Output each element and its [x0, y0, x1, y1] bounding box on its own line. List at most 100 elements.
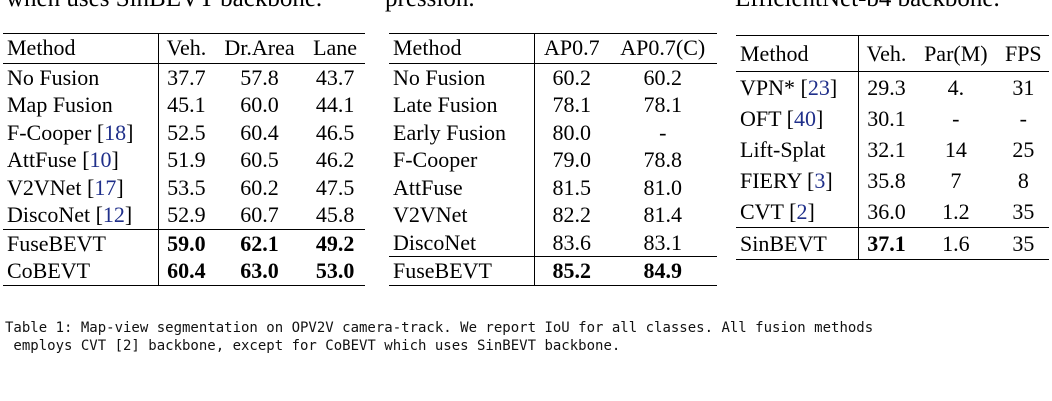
value-cell: 46.2: [315, 147, 355, 172]
value-cell: 60.4: [158, 257, 214, 286]
method-cell: V2VNet [17]: [3, 173, 159, 201]
value-cell: 60.7: [240, 202, 279, 227]
value-cell: 43.7: [315, 64, 355, 90]
value-cell: 60.4: [240, 119, 279, 145]
table-row: V2VNet 82.2 81.4: [389, 201, 717, 229]
value-cell: 8: [1017, 168, 1029, 193]
table-row: No Fusion 37.7 57.8 43.7: [3, 63, 365, 91]
method-name: Early Fusion: [393, 119, 507, 145]
method-name: No Fusion: [7, 64, 100, 90]
table-row: FuseBEVT 59.0 62.1 49.2: [3, 228, 365, 257]
top-caption-right: EfficientNet-b4 backbone.: [735, 0, 1000, 13]
value-cell: -: [952, 106, 960, 131]
method-cell: No Fusion: [3, 63, 159, 91]
table-row: Late Fusion 78.1 78.1: [389, 91, 717, 119]
table-row: DiscoNet 83.6 83.1: [389, 228, 717, 257]
method-name: V2VNet: [393, 202, 468, 227]
value-cell: 31: [1012, 75, 1035, 100]
table-2: Method AP0.7 AP0.7(C) No Fusion 60.2 60.2 L…: [389, 33, 717, 286]
value-cell: 60.5: [240, 147, 279, 172]
method-name: VPN*: [740, 75, 796, 100]
value-cell: 62.1: [213, 228, 306, 257]
value-cell: 29.3: [867, 75, 906, 100]
top-caption-left: when uses SinBEVT backbone.: [6, 0, 322, 13]
method-cell: FuseBEVT: [389, 256, 535, 286]
table-row: FIERY [3] 35.8 7 8: [736, 165, 1049, 196]
table-row: Early Fusion 80.0 -: [389, 118, 717, 146]
value-cell: 49.2: [305, 228, 365, 257]
method-name: FuseBEVT: [393, 258, 492, 283]
citation-link[interactable]: 3: [814, 168, 826, 193]
table-row: F-Cooper 79.0 78.8: [389, 146, 717, 174]
value-cell: 47.5: [315, 174, 355, 200]
table-row: FuseBEVT 85.2 84.9: [389, 256, 717, 286]
value-cell: 37.1: [858, 227, 915, 260]
method-cell: No Fusion: [389, 63, 535, 91]
method-cell: CVT [2]: [736, 196, 859, 228]
method-cell: SinBEVT: [736, 227, 859, 260]
value-cell: 35.8: [867, 168, 906, 193]
value-cell: 46.5: [315, 119, 355, 145]
value-cell: 53.0: [305, 257, 365, 286]
value-cell: 53.5: [167, 174, 206, 200]
method-cell: AttFuse [10]: [3, 146, 159, 174]
method-cell: OFT [40]: [736, 103, 859, 134]
value-cell: 83.6: [552, 229, 592, 255]
table-row: CVT [2] 36.0 1.2 35: [736, 196, 1049, 228]
value-cell: 36.0: [867, 199, 906, 224]
table-row: Lift-Splat 32.1 14 25: [736, 134, 1049, 165]
method-name: F-Cooper: [7, 119, 92, 145]
value-cell: 52.9: [167, 202, 206, 227]
method-cell: Early Fusion: [389, 118, 535, 146]
table-row: VPN* [23] 29.3 4. 31: [736, 71, 1049, 103]
header-fps: FPS: [997, 35, 1049, 72]
citation-link[interactable]: 40: [794, 106, 816, 131]
value-cell: 81.4: [643, 202, 683, 227]
method-name: SinBEVT: [740, 231, 827, 256]
header-method: Method: [3, 33, 159, 64]
method-cell: F-Cooper [18]: [3, 118, 159, 146]
value-cell: 82.2: [552, 202, 592, 227]
citation-link[interactable]: 10: [89, 147, 112, 172]
citation-link[interactable]: 12: [102, 202, 125, 227]
method-cell: DiscoNet: [389, 228, 535, 257]
value-cell: 79.0: [552, 147, 592, 172]
table-1: Method Veh. Dr.Area Lane No Fusion 37.7 57…: [3, 33, 365, 286]
value-cell: 85.2: [534, 256, 609, 286]
method-name: FIERY: [740, 168, 802, 193]
citation-link[interactable]: 17: [94, 174, 117, 200]
method-name: Late Fusion: [393, 92, 498, 117]
value-cell: 78.8: [643, 147, 683, 172]
method-name: AttFuse: [393, 174, 463, 200]
value-cell: 60.2: [240, 174, 279, 200]
caption-line-2: employs CVT [2] backbone, except for CoB…: [5, 338, 621, 354]
value-cell: 78.1: [643, 92, 683, 117]
method-cell: V2VNet: [389, 201, 535, 229]
method-cell: Map Fusion: [3, 91, 159, 119]
value-cell: 32.1: [867, 137, 906, 162]
header-veh: Veh.: [158, 33, 214, 64]
value-cell: 45.1: [167, 92, 206, 117]
value-cell: 35: [997, 227, 1049, 260]
header-method: Method: [389, 33, 535, 64]
citation-link[interactable]: 2: [796, 199, 808, 224]
value-cell: -: [659, 119, 667, 145]
method-name: F-Cooper: [393, 147, 478, 172]
value-cell: 81.0: [643, 174, 683, 200]
table-row: AttFuse 81.5 81.0: [389, 173, 717, 201]
citation-link[interactable]: 23: [807, 75, 830, 100]
value-cell: 81.5: [552, 174, 592, 200]
value-cell: 84.9: [608, 256, 717, 286]
method-name: CVT: [740, 199, 784, 224]
map-segmentation-table: Method Veh. Dr.Area Lane No Fusion 37.7 57…: [3, 33, 365, 286]
citation-link[interactable]: 18: [104, 119, 127, 145]
table-row: CoBEVT 60.4 63.0 53.0: [3, 257, 365, 286]
value-cell: 60.2: [643, 64, 683, 90]
method-name: DiscoNet: [393, 229, 477, 255]
method-name: No Fusion: [393, 64, 486, 90]
value-cell: 78.1: [552, 92, 592, 117]
header-params: Par(M): [914, 35, 998, 72]
header-ap07: AP0.7: [534, 33, 609, 64]
method-name: Lift-Splat: [740, 137, 826, 162]
value-cell: 52.5: [167, 119, 206, 145]
